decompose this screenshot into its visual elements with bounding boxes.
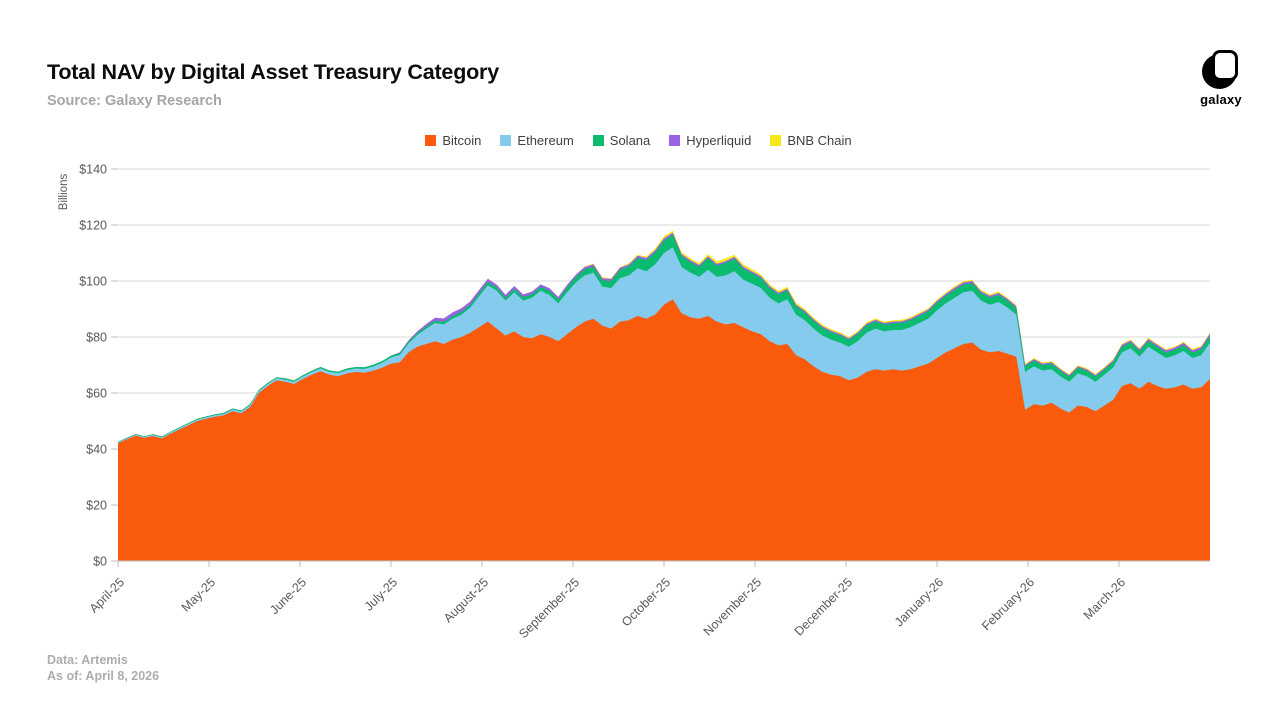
legend-item-solana: Solana xyxy=(592,133,651,148)
area-bitcoin xyxy=(118,299,1210,561)
legend-swatch-ethereum xyxy=(500,135,512,146)
x-tick-label-November-25: November-25 xyxy=(701,575,764,638)
logo-square-shape xyxy=(1212,50,1238,81)
x-tick-label-June-25: June-25 xyxy=(267,575,309,617)
legend-item-bnb-chain: BNB Chain xyxy=(770,133,852,148)
x-tick-label-January-26: January-26 xyxy=(892,575,946,629)
x-tick-label-August-25: August-25 xyxy=(441,575,491,625)
legend-label-bitcoin: Bitcoin xyxy=(442,133,482,148)
legend-item-ethereum: Ethereum xyxy=(500,133,574,148)
y-tick-label-$20: $20 xyxy=(86,499,107,513)
y-tick-label-$120: $120 xyxy=(79,219,107,233)
legend-swatch-hyperliquid xyxy=(669,135,681,146)
x-tick-label-May-25: May-25 xyxy=(179,575,218,614)
galaxy-logo-icon xyxy=(1202,50,1240,89)
page-title: Total NAV by Digital Asset Treasury Cate… xyxy=(47,60,499,84)
galaxy-logo-wordmark: galaxy xyxy=(1200,92,1242,107)
footer-data-source: Data: Artemis xyxy=(47,653,128,667)
legend-item-hyperliquid: Hyperliquid xyxy=(669,133,751,148)
legend: Bitcoin Ethereum Solana Hyperliquid BNB Chai… xyxy=(0,133,1277,148)
x-tick-label-October-25: October-25 xyxy=(619,575,673,629)
legend-item-bitcoin: Bitcoin xyxy=(425,133,481,148)
legend-label-ethereum: Ethereum xyxy=(517,133,574,148)
legend-label-hyperliquid: Hyperliquid xyxy=(686,133,752,148)
x-tick-label-December-25: December-25 xyxy=(792,575,855,638)
y-tick-label-$40: $40 xyxy=(86,443,107,457)
legend-swatch-solana xyxy=(592,135,604,146)
y-tick-label-$0: $0 xyxy=(93,555,107,569)
y-tick-label-$100: $100 xyxy=(79,275,107,289)
x-tick-label-September-25: September-25 xyxy=(516,575,582,641)
source-subtitle: Source: Galaxy Research xyxy=(47,93,222,109)
legend-swatch-bitcoin xyxy=(425,135,437,146)
y-tick-label-$80: $80 xyxy=(86,331,107,345)
legend-swatch-bnb-chain xyxy=(770,135,782,146)
x-tick-label-April-25: April-25 xyxy=(87,575,127,615)
galaxy-logo: galaxy xyxy=(1198,50,1244,107)
y-axis-label: Billions xyxy=(58,174,70,211)
legend-label-bnb-chain: BNB Chain xyxy=(787,133,852,148)
legend-label-solana: Solana xyxy=(609,133,651,148)
x-tick-label-March-26: March-26 xyxy=(1081,575,1128,622)
x-tick-label-July-25: July-25 xyxy=(362,575,400,613)
y-tick-label-$60: $60 xyxy=(86,387,107,401)
y-tick-label-$140: $140 xyxy=(79,163,107,177)
footer-as-of-date: As of: April 8, 2026 xyxy=(47,669,160,683)
x-tick-label-February-26: February-26 xyxy=(979,575,1037,633)
